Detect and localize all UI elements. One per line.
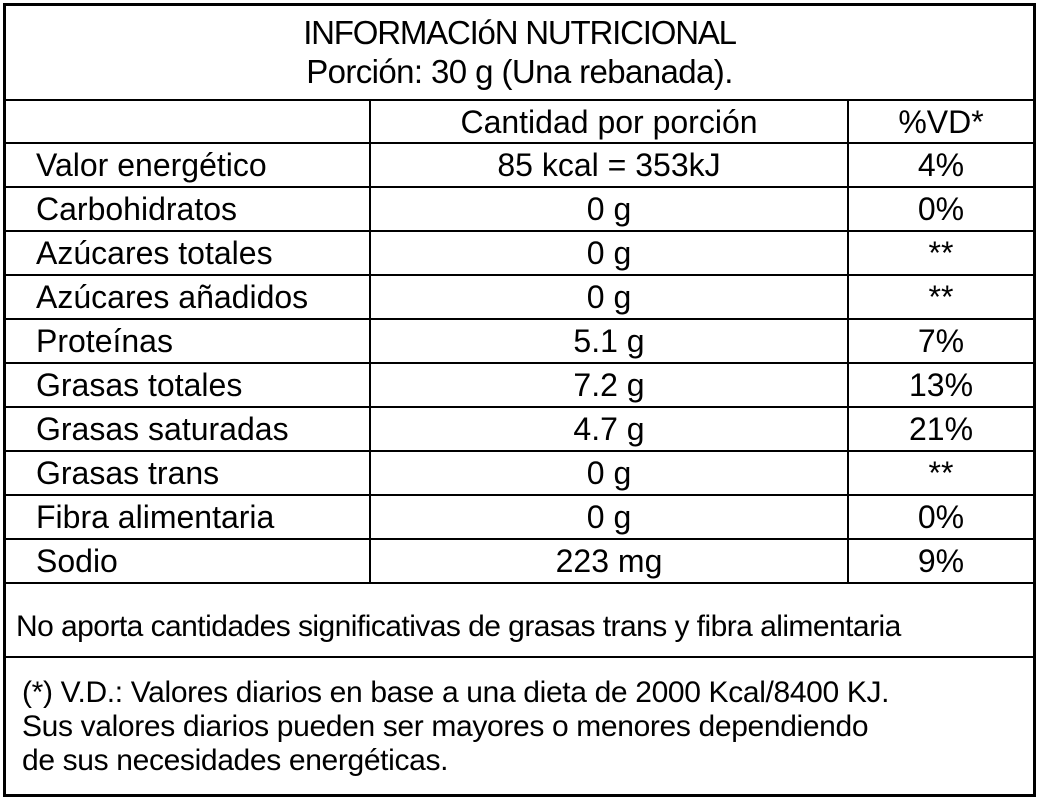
nutrient-amount: 85 kcal = 353kJ: [369, 142, 849, 188]
table-row: Azúcares totales 0 g **: [6, 230, 1033, 276]
nutrient-name: Azúcares añadidos: [6, 274, 371, 320]
nutrient-amount: 0 g: [369, 186, 849, 232]
table-header-row: Cantidad por porción %VD*: [6, 101, 1033, 144]
daily-value-footnote: (*) V.D.: Valores diarios en base a una …: [22, 676, 1027, 778]
nutrient-name: Grasas saturadas: [6, 406, 371, 452]
nutrient-amount: 0 g: [369, 450, 849, 496]
nutrient-amount: 4.7 g: [369, 406, 849, 452]
label-header: INFORMACIóN NUTRICIONAL Porción: 30 g (U…: [6, 6, 1033, 101]
table-row: Sodio 223 mg 9%: [6, 538, 1033, 584]
table-row: Valor energético 85 kcal = 353kJ 4%: [6, 142, 1033, 188]
nutrient-dv: 21%: [847, 406, 1033, 452]
nutrient-amount: 0 g: [369, 274, 849, 320]
label-title: INFORMACIóN NUTRICIONAL: [303, 14, 737, 51]
table-row: Proteínas 5.1 g 7%: [6, 318, 1033, 364]
footnote-line: Sus valores diarios pueden ser mayores o…: [22, 710, 869, 743]
nutrient-dv: 0%: [847, 494, 1033, 540]
table-row: Fibra alimentaria 0 g 0%: [6, 494, 1033, 540]
nutrient-amount: 223 mg: [369, 538, 849, 584]
nutrient-name: Grasas trans: [6, 450, 371, 496]
nutrient-dv: 13%: [847, 362, 1033, 408]
table-row: Grasas saturadas 4.7 g 21%: [6, 406, 1033, 452]
nutrition-facts-label: INFORMACIóN NUTRICIONAL Porción: 30 g (U…: [3, 3, 1036, 797]
table-row: Grasas trans 0 g **: [6, 450, 1033, 496]
nutrient-name: Valor energético: [6, 142, 371, 188]
table-row: Azúcares añadidos 0 g **: [6, 274, 1033, 320]
footnote-line: (*) V.D.: Valores diarios en base a una …: [22, 676, 890, 709]
table-row: Carbohidratos 0 g 0%: [6, 186, 1033, 232]
nutrient-name: Azúcares totales: [6, 230, 371, 276]
column-header-dv: %VD*: [847, 101, 1033, 144]
trans-fat-fiber-note: No aporta cantidades significativas de g…: [6, 596, 1033, 658]
nutrient-name: Sodio: [6, 538, 371, 584]
serving-size: Porción: 30 g (Una rebanada).: [306, 53, 733, 90]
column-header-nutrient: [6, 101, 371, 144]
nutrient-dv: **: [847, 274, 1033, 320]
nutrient-dv: 0%: [847, 186, 1033, 232]
footnote-line: de sus necesidades energéticas.: [22, 744, 449, 777]
nutrition-table: Cantidad por porción %VD* Valor energéti…: [6, 101, 1033, 584]
nutrient-dv: **: [847, 450, 1033, 496]
nutrient-dv: 9%: [847, 538, 1033, 584]
nutrient-dv: 4%: [847, 142, 1033, 188]
nutrient-name: Carbohidratos: [6, 186, 371, 232]
nutrient-amount: 7.2 g: [369, 362, 849, 408]
nutrient-name: Proteínas: [6, 318, 371, 364]
nutrient-name: Grasas totales: [6, 362, 371, 408]
table-row: Grasas totales 7.2 g 13%: [6, 362, 1033, 408]
nutrient-amount: 0 g: [369, 494, 849, 540]
column-header-amount: Cantidad por porción: [369, 101, 849, 144]
nutrient-amount: 5.1 g: [369, 318, 849, 364]
nutrient-name: Fibra alimentaria: [6, 494, 371, 540]
nutrient-dv: 7%: [847, 318, 1033, 364]
nutrient-amount: 0 g: [369, 230, 849, 276]
nutrient-dv: **: [847, 230, 1033, 276]
